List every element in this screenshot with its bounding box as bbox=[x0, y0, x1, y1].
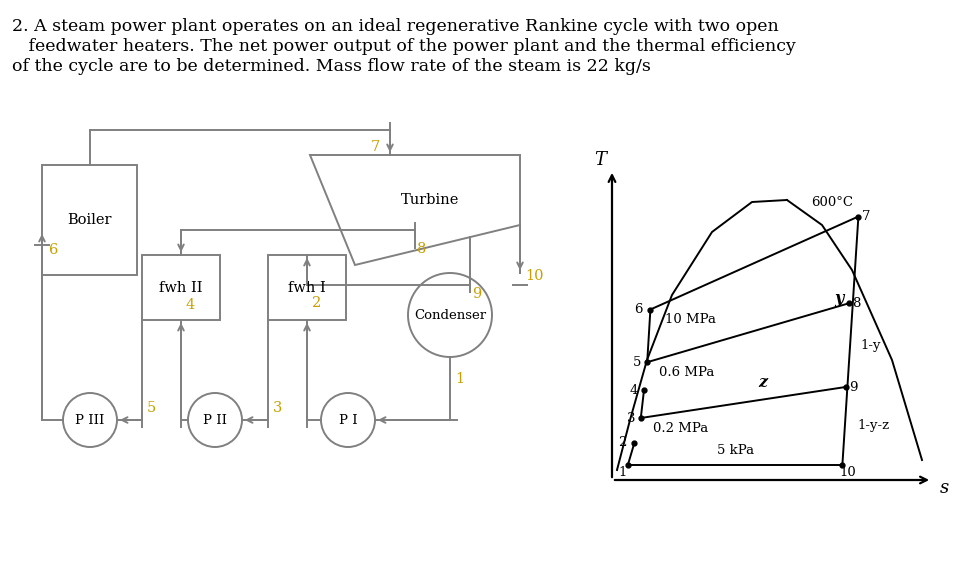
Text: 6: 6 bbox=[49, 243, 58, 257]
Text: 1: 1 bbox=[619, 466, 627, 479]
Text: P III: P III bbox=[76, 414, 105, 427]
Bar bbox=[142, 255, 220, 320]
Text: fwh I: fwh I bbox=[288, 281, 326, 295]
Text: 10: 10 bbox=[525, 269, 544, 283]
Text: 5: 5 bbox=[633, 356, 642, 369]
Text: P I: P I bbox=[339, 414, 357, 427]
Text: z: z bbox=[758, 374, 768, 391]
Text: 9: 9 bbox=[472, 287, 482, 301]
Text: 2: 2 bbox=[312, 296, 321, 310]
Text: of the cycle are to be determined. Mass flow rate of the steam is 22 kg/s: of the cycle are to be determined. Mass … bbox=[12, 58, 651, 75]
Text: fwh II: fwh II bbox=[159, 281, 203, 295]
Circle shape bbox=[63, 393, 117, 447]
Text: T: T bbox=[594, 151, 606, 169]
Text: 8: 8 bbox=[417, 242, 426, 256]
Text: Boiler: Boiler bbox=[67, 213, 112, 227]
Text: 9: 9 bbox=[850, 381, 857, 394]
Text: 5: 5 bbox=[147, 401, 156, 415]
Text: 1-y-z: 1-y-z bbox=[857, 419, 889, 432]
Text: 1-y: 1-y bbox=[861, 339, 882, 352]
Text: feedwater heaters. The net power output of the power plant and the thermal effic: feedwater heaters. The net power output … bbox=[12, 38, 796, 55]
Text: s: s bbox=[939, 479, 949, 497]
Text: 4: 4 bbox=[186, 298, 195, 312]
Polygon shape bbox=[310, 155, 520, 265]
Text: 6: 6 bbox=[634, 303, 643, 316]
Text: y: y bbox=[834, 290, 844, 307]
Circle shape bbox=[408, 273, 492, 357]
Text: 5 kPa: 5 kPa bbox=[717, 444, 753, 457]
Text: 600°C: 600°C bbox=[812, 196, 854, 209]
Bar bbox=[42, 165, 137, 275]
Text: 8: 8 bbox=[853, 297, 861, 310]
Text: 0.2 MPa: 0.2 MPa bbox=[653, 422, 708, 435]
Text: Condenser: Condenser bbox=[414, 308, 486, 321]
Text: 7: 7 bbox=[371, 140, 380, 154]
Text: 3: 3 bbox=[273, 401, 283, 415]
Text: 3: 3 bbox=[626, 411, 635, 424]
Text: 7: 7 bbox=[862, 210, 871, 223]
Text: Turbine: Turbine bbox=[401, 193, 459, 207]
Text: 10: 10 bbox=[839, 466, 855, 479]
Circle shape bbox=[188, 393, 242, 447]
Text: 2: 2 bbox=[619, 436, 626, 450]
Text: 10 MPa: 10 MPa bbox=[665, 313, 717, 326]
Text: 4: 4 bbox=[630, 384, 638, 397]
Text: 2. A steam power plant operates on an ideal regenerative Rankine cycle with two : 2. A steam power plant operates on an id… bbox=[12, 18, 779, 35]
Bar bbox=[268, 255, 346, 320]
Text: 1: 1 bbox=[455, 372, 464, 386]
Circle shape bbox=[321, 393, 375, 447]
Text: 0.6 MPa: 0.6 MPa bbox=[659, 366, 715, 379]
Text: P II: P II bbox=[203, 414, 227, 427]
